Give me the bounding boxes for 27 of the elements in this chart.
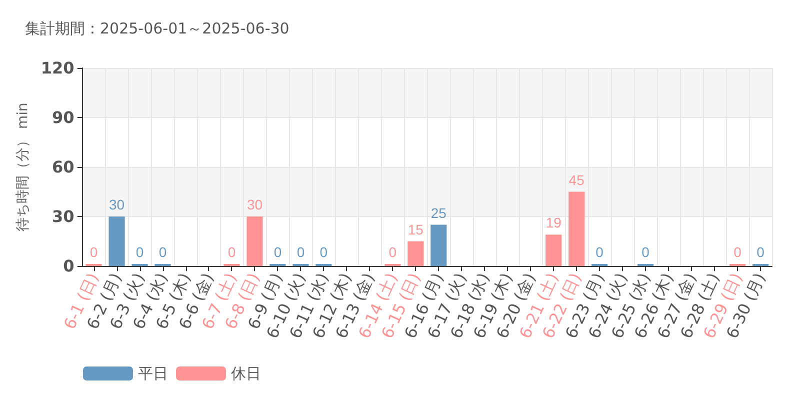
data-label: 30 [108, 196, 125, 212]
data-label: 19 [546, 214, 562, 231]
y-tick-label: 90 [52, 108, 74, 127]
y-axis-title: 待ち時間（分） min [15, 102, 31, 232]
y-tick-label: 30 [52, 207, 74, 226]
data-label: 0 [296, 244, 305, 260]
data-label: 0 [642, 244, 650, 260]
y-tick-label: 120 [40, 58, 74, 78]
data-label: 0 [734, 244, 742, 260]
data-label: 0 [596, 244, 604, 260]
data-label: 0 [136, 244, 144, 260]
y-tick-label: 60 [52, 158, 74, 176]
data-label: 45 [568, 172, 585, 188]
y-tick-label: 0 [63, 256, 74, 276]
data-label: 0 [90, 244, 98, 260]
data-label: 15 [408, 221, 424, 238]
data-label: 0 [320, 244, 328, 260]
chart-title: 集計期間：2025-06-01～2025-06-30 [25, 20, 290, 38]
legend-label: 平日 [138, 364, 168, 382]
data-label: 0 [756, 244, 765, 260]
data-label: 0 [274, 244, 282, 260]
data-label: 25 [430, 204, 447, 221]
data-label: 0 [158, 244, 167, 260]
data-label: 30 [246, 196, 263, 212]
data-label: 0 [388, 244, 397, 260]
legend-label: 休日 [231, 364, 261, 382]
data-label: 0 [228, 244, 236, 260]
